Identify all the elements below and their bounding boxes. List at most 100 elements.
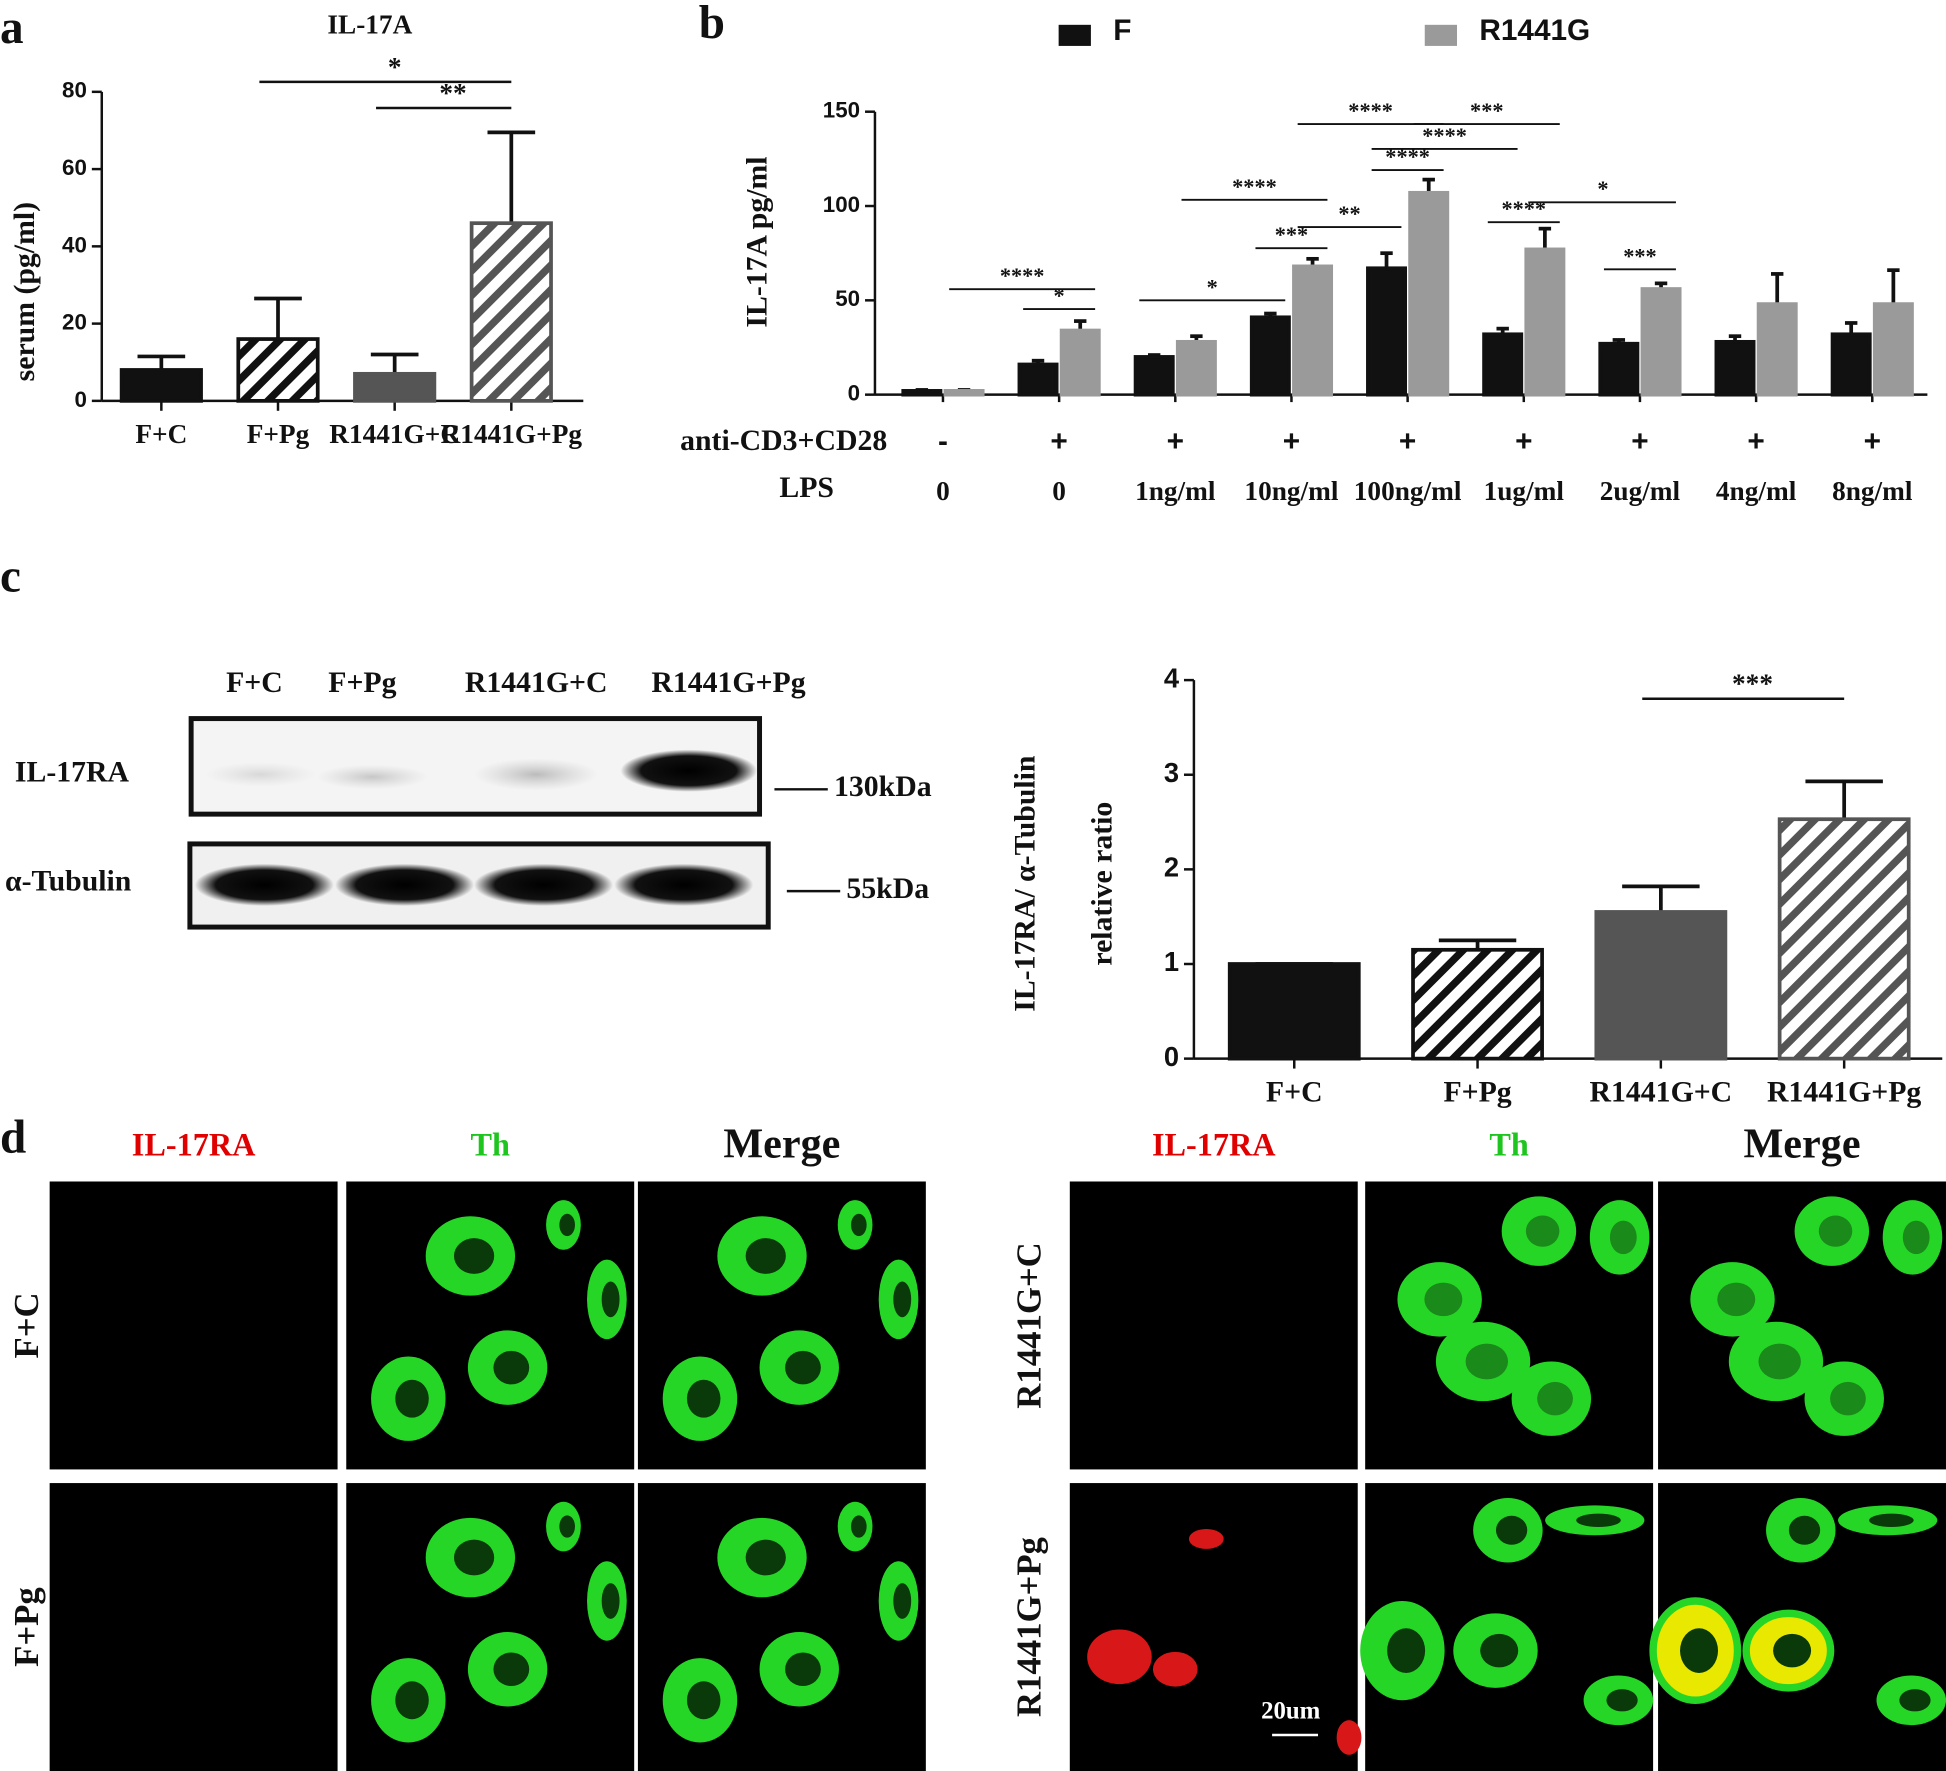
lane-label: F+Pg	[328, 666, 396, 699]
channel-label: Th	[470, 1126, 510, 1162]
nucleus	[1773, 1633, 1812, 1668]
nucleus	[1424, 1282, 1463, 1317]
significance-label: ****	[1232, 174, 1277, 199]
blot-band	[620, 749, 758, 792]
y-tick-label: 150	[823, 98, 860, 123]
nucleus	[493, 1350, 530, 1385]
treatment-axis-label: anti-CD3+CD28	[680, 424, 887, 457]
y-tick-label: 80	[62, 78, 87, 103]
nucleus	[395, 1681, 429, 1720]
channel-label: IL-17RA	[1152, 1126, 1276, 1162]
microscopy: IL-17RA Th Merge F+C F+Pg IL-17RA Th Merge R1441…	[7, 1121, 1946, 1771]
blot-band	[335, 863, 475, 906]
blot-row-label: α-Tubulin	[5, 864, 132, 897]
nucleus	[395, 1379, 429, 1418]
bar	[1292, 264, 1334, 397]
nucleus	[1576, 1513, 1621, 1528]
x-tick-label: 1ug/ml	[1484, 476, 1565, 506]
nucleus	[1758, 1343, 1801, 1380]
y-axis-label: serum (pg/ml)	[8, 202, 41, 381]
x-tick-label: F+Pg	[1443, 1075, 1511, 1108]
red-signal	[1188, 1528, 1224, 1549]
treatment-label: +	[1631, 425, 1648, 458]
nucleus	[1830, 1381, 1866, 1416]
nucleus	[1788, 1515, 1821, 1545]
bar	[1133, 355, 1175, 397]
panel-label: d	[0, 1112, 26, 1164]
bar	[1175, 339, 1217, 397]
bar	[353, 371, 437, 403]
nucleus	[745, 1238, 786, 1274]
x-tick-label: R1441G+Pg	[441, 419, 583, 449]
significance-label: ****	[1501, 196, 1546, 221]
channel-label: Th	[1489, 1126, 1529, 1162]
panel-label: b	[699, 0, 725, 49]
significance-label: *	[1054, 283, 1065, 308]
red-signal	[1336, 1720, 1362, 1755]
y-tick-label: 40	[62, 232, 87, 257]
x-tick-label: 8ng/ml	[1832, 476, 1913, 506]
legend-swatch	[1058, 24, 1091, 46]
blot-band	[474, 758, 599, 791]
nucleus	[1537, 1381, 1573, 1416]
treatment-label: +	[1399, 425, 1416, 458]
y-axis-label: IL-17RA/ α-Tubulin	[1008, 755, 1041, 1012]
bar	[119, 368, 203, 403]
nucleus	[1609, 1220, 1637, 1255]
row-label: F+Pg	[7, 1587, 46, 1667]
blot-band	[316, 764, 429, 790]
image-panel	[49, 1483, 338, 1771]
significance-label: *	[1207, 274, 1218, 299]
significance-label: ****	[1385, 144, 1430, 169]
y-tick-label: 0	[1164, 1041, 1179, 1072]
bar	[1830, 332, 1872, 397]
nucleus	[851, 1515, 867, 1538]
bar	[1408, 190, 1450, 397]
nucleus	[1387, 1628, 1426, 1673]
blot-band	[474, 863, 614, 906]
significance-label: ***	[1623, 243, 1657, 268]
legend-label: F	[1113, 14, 1131, 47]
nucleus	[1869, 1513, 1914, 1528]
bar	[901, 389, 943, 397]
significance-label: ***	[1470, 98, 1504, 123]
red-signal	[1152, 1651, 1198, 1687]
nucleus	[601, 1281, 620, 1318]
legend-label: R1441G	[1479, 14, 1590, 47]
lane-label: R1441G+Pg	[651, 666, 805, 699]
y-tick-label: 60	[62, 155, 87, 180]
x-tick-label: F+Pg	[247, 419, 310, 449]
bar	[469, 221, 553, 403]
size-label: 55kDa	[846, 872, 929, 905]
y-tick-label: 20	[62, 310, 87, 335]
nucleus	[559, 1515, 575, 1538]
legend-swatch	[1424, 24, 1458, 46]
nucleus	[1606, 1689, 1638, 1712]
y-tick-label: 100	[823, 192, 860, 217]
cell-rim	[1742, 1609, 1835, 1692]
channel-label: Merge	[1743, 1121, 1860, 1168]
treatment-label: +	[1050, 425, 1067, 458]
bar	[1714, 339, 1756, 397]
y-tick-label: 1	[1164, 946, 1179, 977]
nucleus	[1495, 1515, 1528, 1545]
nucleus	[851, 1213, 867, 1237]
nucleus	[1680, 1628, 1719, 1673]
y-axis-label: relative ratio	[1085, 802, 1118, 966]
y-tick-label: 50	[835, 286, 860, 311]
x-tick-label: R1441G+Pg	[1767, 1075, 1921, 1108]
lane-label: F+C	[226, 666, 283, 699]
scale-label: 20um	[1261, 1697, 1321, 1724]
treatment-label: -	[938, 425, 948, 458]
nucleus	[1465, 1343, 1509, 1380]
red-signal	[1087, 1629, 1152, 1685]
blot-row-label: IL-17RA	[15, 755, 130, 788]
nucleus	[559, 1213, 575, 1237]
y-axis-label: IL-17A pg/ml	[740, 156, 773, 327]
y-tick-label: 0	[74, 387, 86, 412]
nucleus	[785, 1652, 821, 1686]
nucleus	[1480, 1633, 1519, 1668]
treatment-label: +	[1515, 425, 1532, 458]
x-tick-label: 0	[936, 476, 950, 506]
